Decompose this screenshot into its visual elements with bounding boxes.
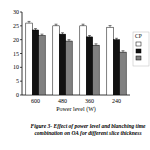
caption-line: Figure 3- Effect of power level and blan… — [31, 123, 146, 129]
x-axis-label: Power level (W) — [56, 106, 96, 113]
bar — [26, 23, 32, 95]
error-bar — [109, 26, 112, 28]
bar — [59, 34, 65, 95]
error-bar — [88, 36, 91, 37]
y-tick-label: 25 — [13, 23, 19, 29]
bar — [113, 40, 119, 95]
error-bar — [115, 38, 118, 39]
x-tick-label: 360 — [85, 98, 94, 104]
chart: 0 5 10 15 20 25 30 600 480 360 240 Power level (W) C… — [0, 0, 150, 150]
error-bar — [121, 51, 124, 52]
bar — [39, 36, 45, 95]
y-tick — [20, 53, 22, 54]
y-tick-label: 0 — [16, 92, 19, 98]
y-tick — [20, 39, 22, 40]
bar — [107, 27, 113, 95]
y-tick — [20, 81, 22, 82]
bar — [66, 41, 72, 95]
bar — [86, 37, 92, 95]
error-bar — [34, 29, 37, 30]
error-bar — [61, 33, 64, 34]
y-tick-label: 15 — [13, 51, 19, 57]
x-tick-label: 480 — [58, 98, 67, 104]
bar — [53, 26, 59, 95]
y-tick-label: 30 — [13, 9, 19, 15]
error-bar — [28, 21, 31, 23]
y-tick — [20, 95, 22, 96]
legend-title: CP — [135, 33, 142, 39]
y-tick — [20, 67, 22, 68]
bar — [32, 30, 38, 95]
legend-box — [133, 32, 149, 66]
bar — [120, 52, 126, 95]
y-tick-label: 20 — [13, 37, 19, 43]
bar — [93, 45, 99, 95]
y-tick — [20, 12, 22, 13]
legend-swatch — [136, 49, 141, 53]
error-bar — [55, 24, 58, 26]
x-tick-label: 600 — [31, 98, 40, 104]
y-tick — [20, 25, 22, 26]
error-bar — [67, 40, 70, 41]
caption: Figure 3- Effect of power level and blan… — [31, 123, 146, 136]
x-tick-label: 240 — [112, 98, 121, 104]
caption-line: combination on OA for different slice th… — [34, 130, 141, 136]
y-tick-label: 5 — [16, 78, 19, 84]
bars — [26, 21, 126, 95]
error-bar — [82, 24, 85, 26]
legend-swatch — [136, 56, 141, 60]
error-bar — [40, 34, 43, 35]
bar — [80, 26, 86, 95]
y-tick-label: 10 — [13, 64, 19, 70]
legend-swatch — [136, 42, 141, 46]
error-bar — [94, 44, 97, 45]
